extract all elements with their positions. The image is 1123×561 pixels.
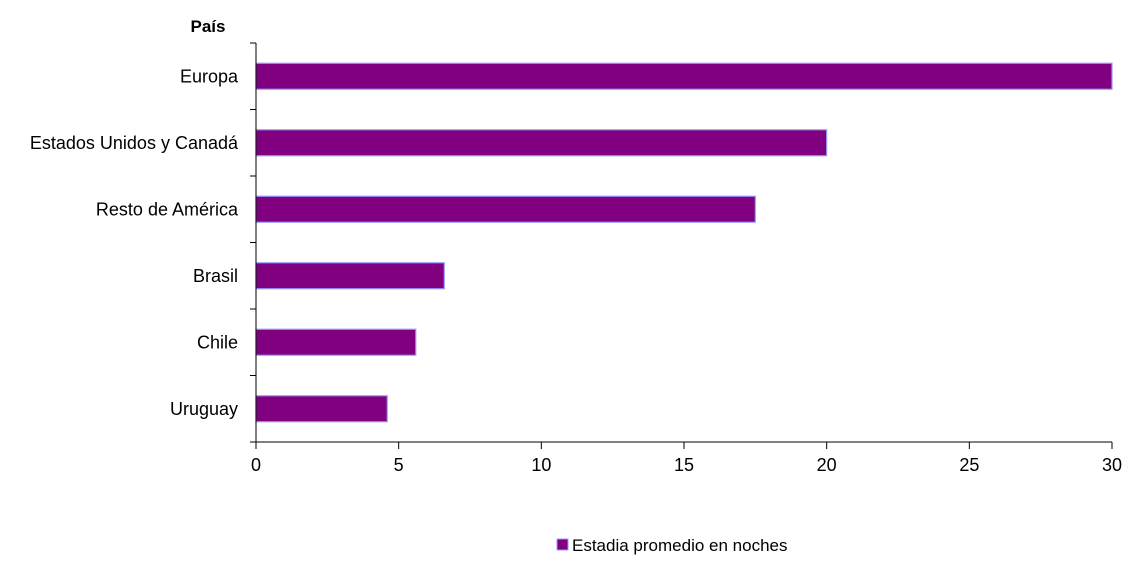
category-label-0: Europa	[180, 66, 239, 86]
legend: Estadia promedio en noches	[556, 536, 787, 555]
legend-swatch	[556, 538, 569, 551]
category-label-2: Resto de América	[96, 199, 239, 219]
category-label-5: Uruguay	[170, 399, 238, 419]
category-label-3: Brasil	[193, 266, 238, 286]
x-tick-label-3: 15	[674, 455, 694, 475]
category-label-4: Chile	[197, 332, 238, 352]
x-tick-label-4: 20	[817, 455, 837, 475]
bar-5	[255, 395, 388, 423]
axes-layer	[250, 42, 1113, 449]
bar-2	[255, 195, 756, 223]
category-axis-title: País	[191, 17, 226, 36]
category-label-1: Estados Unidos y Canadá	[30, 133, 239, 153]
bar-1	[255, 129, 828, 157]
bars-layer	[255, 62, 1113, 423]
x-tick-label-5: 25	[959, 455, 979, 475]
bar-4	[255, 328, 417, 356]
labels-layer: Europa Estados Unidos y Canadá Resto de Am…	[30, 66, 1122, 475]
x-tick-label-2: 10	[531, 455, 551, 475]
x-tick-label-6: 30	[1102, 455, 1122, 475]
x-tick-label-1: 5	[394, 455, 404, 475]
legend-label: Estadia promedio en noches	[572, 536, 787, 555]
bar-3	[255, 262, 445, 290]
bar-0	[255, 62, 1113, 90]
x-tick-label-0: 0	[251, 455, 261, 475]
